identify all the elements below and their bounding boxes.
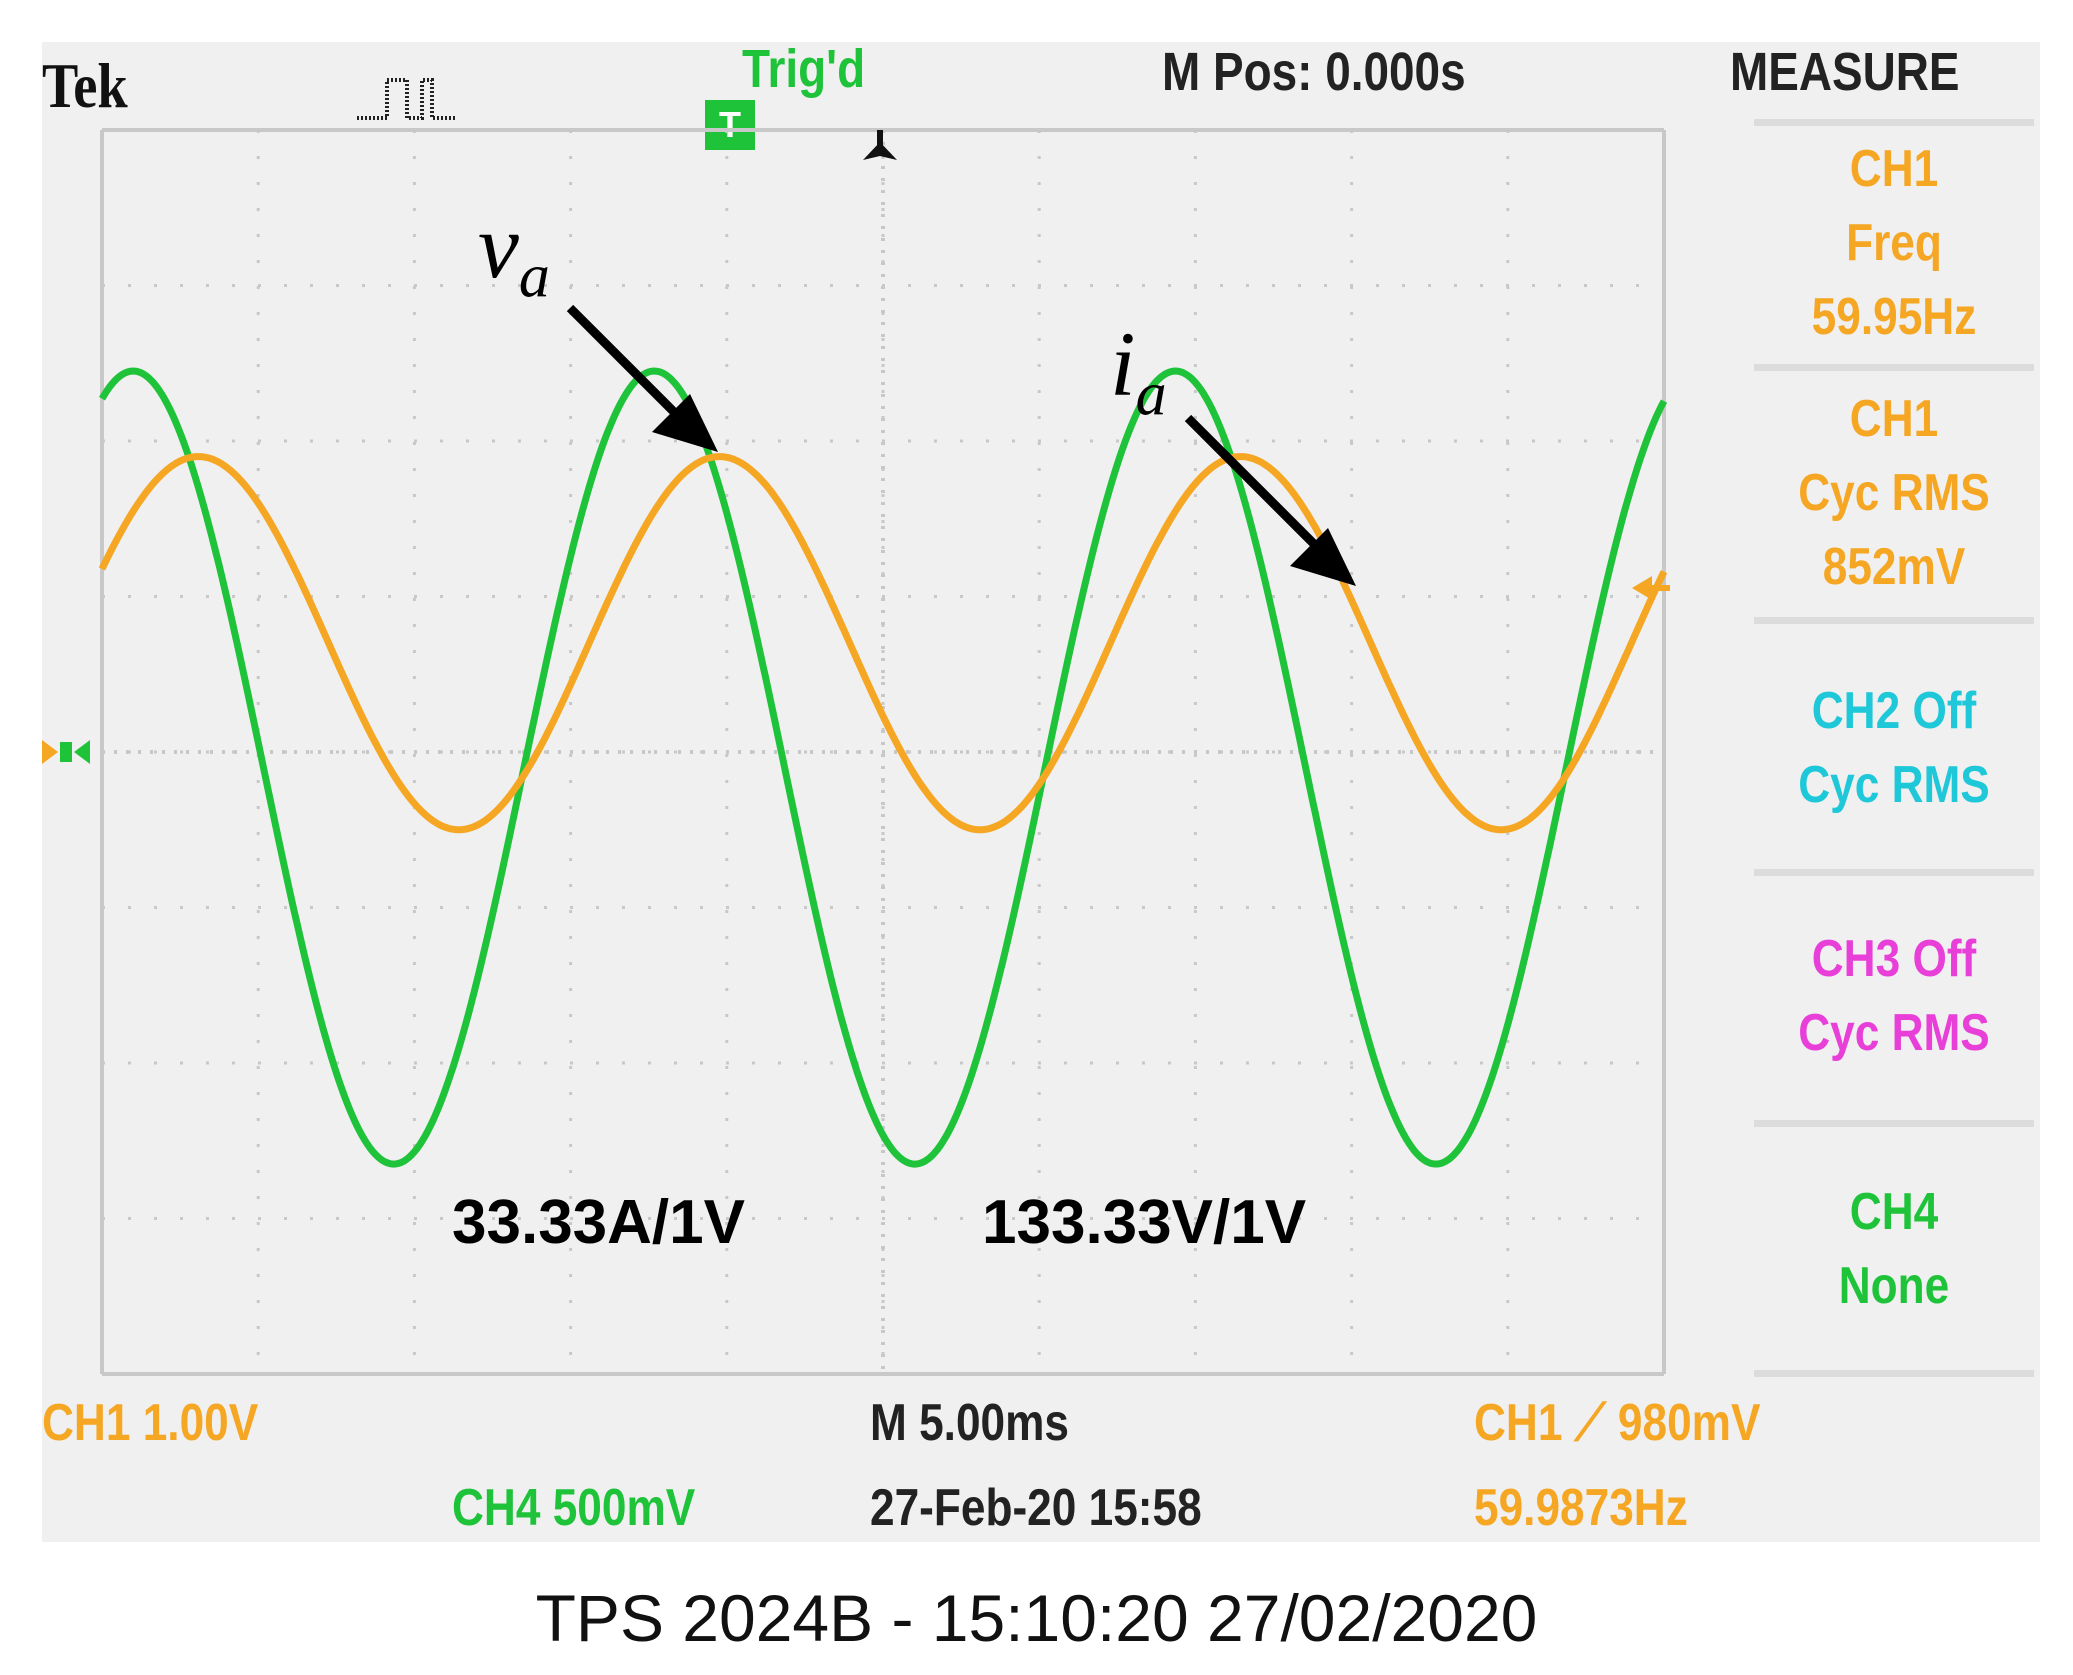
ch1-ground-marker bbox=[42, 740, 90, 764]
ia-arrow bbox=[1184, 414, 1356, 586]
measure-item-ch3[interactable]: CH3 Off Cyc RMS bbox=[1754, 922, 2034, 1070]
trace-v-a bbox=[99, 367, 1668, 1168]
menu-separator bbox=[1754, 617, 2034, 624]
horizontal-position: M Pos: 0.000s bbox=[1162, 42, 1466, 102]
measure-line: CH1 bbox=[1849, 140, 1939, 198]
timebase: M 5.00ms bbox=[870, 1394, 1070, 1452]
menu-separator bbox=[1754, 364, 2034, 371]
acquisition-pulse-icon bbox=[352, 66, 462, 131]
menu-separator bbox=[1754, 119, 2034, 126]
ch4-scale: CH4 500mV bbox=[452, 1479, 696, 1537]
trace-i-a bbox=[98, 453, 1668, 834]
measure-line: CH1 bbox=[1849, 390, 1939, 448]
va-subscript: a bbox=[518, 242, 550, 311]
trigger-frequency: 59.9873Hz bbox=[1474, 1479, 1688, 1537]
brand-logo: Tek bbox=[42, 50, 128, 121]
measure-line: CH3 Off bbox=[1811, 930, 1977, 988]
ia-subscript: a bbox=[1135, 360, 1167, 429]
menu-separator bbox=[1754, 1370, 2034, 1377]
measure-item-ch1-rms[interactable]: CH1 Cyc RMS 852mV bbox=[1754, 382, 2034, 604]
trigger-level: CH1 ⟋ 980mV bbox=[1474, 1394, 1761, 1452]
measure-line: Cyc RMS bbox=[1798, 464, 1990, 522]
measure-line: Cyc RMS bbox=[1798, 756, 1990, 814]
va-label: va bbox=[478, 200, 550, 307]
voltage-scale-annotation: 133.33V/1V bbox=[982, 1188, 1307, 1257]
measure-menu-title: MEASURE bbox=[1730, 42, 1960, 102]
measure-line: 59.95Hz bbox=[1811, 288, 1977, 346]
va-letter: v bbox=[478, 195, 519, 297]
measure-line: Cyc RMS bbox=[1798, 1004, 1990, 1062]
oscilloscope-screen: Tek T Trig'd M Pos: 0.000s MEASURE CH1 F… bbox=[42, 42, 2040, 1542]
menu-separator bbox=[1754, 1120, 2034, 1127]
ch1-scale: CH1 1.00V bbox=[42, 1394, 259, 1452]
ia-letter: i bbox=[1110, 313, 1136, 415]
graticule bbox=[100, 128, 1666, 1376]
measure-item-ch2[interactable]: CH2 Off Cyc RMS bbox=[1754, 674, 2034, 822]
measure-item-ch4[interactable]: CH4 None bbox=[1754, 1175, 2034, 1323]
measure-line: Freq bbox=[1846, 214, 1942, 272]
measure-line: CH4 bbox=[1849, 1183, 1939, 1241]
measure-line: CH2 Off bbox=[1811, 682, 1977, 740]
current-scale-annotation: 33.33A/1V bbox=[452, 1188, 745, 1257]
measure-line: 852mV bbox=[1822, 538, 1966, 596]
instrument-caption: TPS 2024B - 15:10:20 27/02/2020 bbox=[535, 1581, 1538, 1655]
trigger-position-marker bbox=[863, 130, 897, 160]
measure-line: None bbox=[1838, 1257, 1950, 1315]
trigger-level-marker bbox=[1632, 576, 1670, 600]
measure-item-ch1-freq[interactable]: CH1 Freq 59.95Hz bbox=[1754, 132, 2034, 354]
ia-label: ia bbox=[1110, 318, 1167, 425]
trigger-status: Trig'd bbox=[742, 39, 866, 99]
menu-separator bbox=[1754, 869, 2034, 876]
datetime: 27-Feb-20 15:58 bbox=[870, 1479, 1202, 1537]
trigger-status-badge: T bbox=[705, 100, 755, 150]
va-arrow bbox=[566, 304, 718, 452]
